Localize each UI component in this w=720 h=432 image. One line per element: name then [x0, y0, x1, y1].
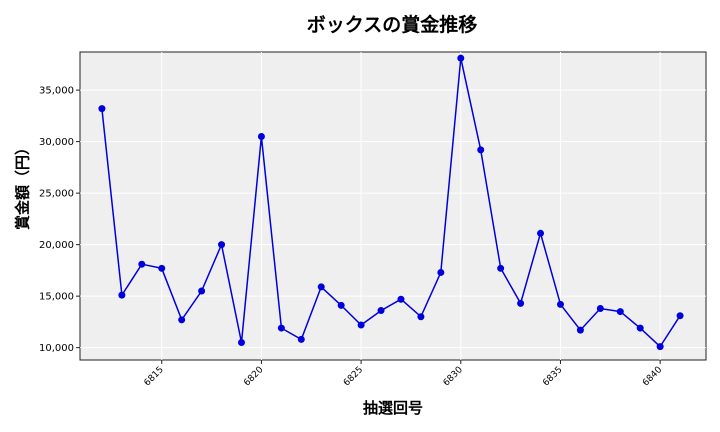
y-tick-label: 20,000: [39, 240, 74, 251]
data-point: [596, 304, 604, 312]
data-point: [198, 287, 206, 295]
data-point: [457, 54, 465, 62]
y-tick-label: 15,000: [39, 292, 74, 303]
data-point: [417, 313, 425, 321]
data-point: [257, 132, 265, 140]
data-point: [556, 300, 564, 308]
data-point: [676, 312, 684, 320]
x-tick-label: 6815: [143, 365, 166, 388]
x-tick-label: 6835: [541, 365, 564, 388]
data-point: [297, 335, 305, 343]
data-point: [636, 324, 644, 332]
y-tick-label: 10,000: [39, 343, 74, 354]
data-point: [397, 295, 405, 303]
data-point: [178, 316, 186, 324]
x-axis-label: 抽選回号: [362, 399, 423, 417]
data-point: [537, 229, 545, 237]
x-tick-label: 6820: [242, 365, 265, 388]
data-point: [118, 291, 126, 299]
x-tick-label: 6825: [342, 365, 365, 388]
x-axis-ticks: 6815 6820 6825 6830 6835 6840: [143, 360, 664, 388]
data-point: [317, 283, 325, 291]
plot-area: [79, 51, 707, 361]
data-point: [218, 241, 226, 249]
data-point: [437, 268, 445, 276]
grid-lines: [80, 52, 706, 360]
y-tick-label: 25,000: [39, 189, 74, 200]
data-point: [158, 264, 166, 272]
y-tick-label: 35,000: [39, 86, 74, 97]
y-axis-ticks: 10,000 15,000 20,000 25,000 30,000 35,000: [39, 86, 80, 354]
data-point: [377, 307, 385, 315]
chart-title: ボックスの賞金推移: [306, 14, 478, 36]
y-tick-label: 30,000: [39, 137, 74, 148]
data-point: [656, 343, 664, 351]
data-point: [237, 338, 245, 346]
data-point: [357, 321, 365, 329]
x-tick-label: 6840: [641, 365, 664, 388]
data-point: [576, 326, 584, 334]
data-point: [616, 308, 624, 316]
series-line: [98, 54, 684, 351]
x-tick-label: 6830: [442, 365, 465, 388]
data-point: [517, 299, 525, 307]
data-point: [98, 105, 106, 113]
data-point: [497, 264, 505, 272]
data-point: [138, 260, 146, 268]
data-point: [277, 324, 285, 332]
data-point: [337, 301, 345, 309]
data-point: [477, 146, 485, 154]
